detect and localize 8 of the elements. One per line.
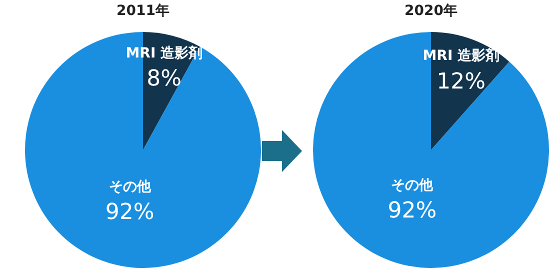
data-label: 92% xyxy=(105,200,154,226)
chart-title: 2020年 xyxy=(404,2,458,20)
chart-title: 2011年 xyxy=(116,2,170,20)
data-label: 12% xyxy=(436,69,486,94)
slice-label: その他 xyxy=(108,179,152,196)
data-label: 92% xyxy=(388,198,437,224)
slice-label: その他 xyxy=(391,177,434,194)
data-label: 8% xyxy=(146,66,182,92)
